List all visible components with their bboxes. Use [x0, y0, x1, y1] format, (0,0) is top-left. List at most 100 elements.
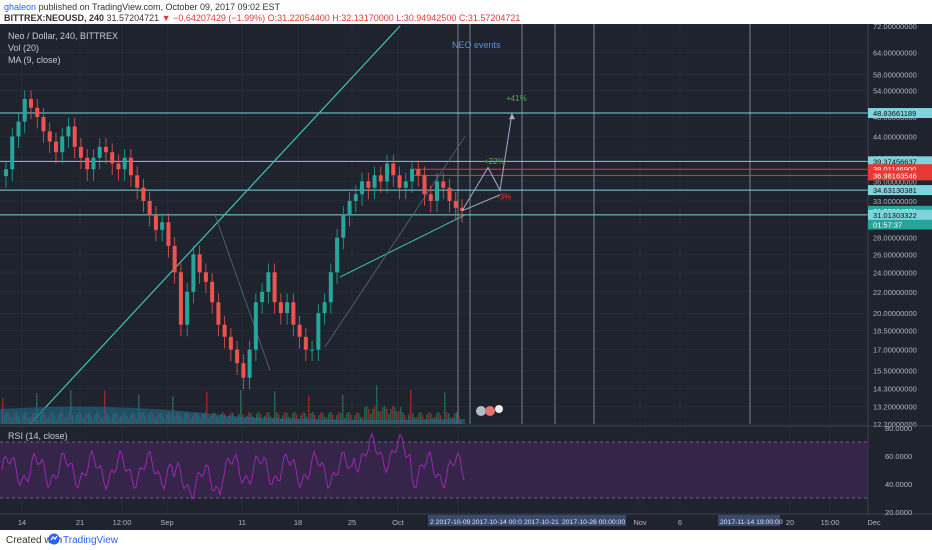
price-label-bg	[868, 185, 932, 196]
candle-body	[128, 157, 133, 176]
volume-bar	[240, 390, 242, 424]
volume-bar	[274, 391, 276, 424]
event-bubble-icon	[485, 406, 495, 416]
volume-bar	[366, 406, 368, 424]
price-axis: 72.00000000 64.00000000 58.00000000 54.0000…	[867, 24, 932, 530]
volume-bar	[388, 413, 390, 424]
grid	[0, 24, 875, 514]
volume-bar	[370, 413, 372, 424]
volume-bar	[320, 412, 322, 424]
candle-body	[85, 157, 90, 170]
symbol-ohlc-line: BITTREX:NEOUSD, 240 31.57204721 ▼ −0.642…	[4, 13, 520, 23]
x-tick-label: 21	[76, 518, 84, 527]
y-tick-label: 14.30000000	[873, 384, 917, 393]
horizontal-levels	[0, 24, 868, 424]
candle-body	[22, 98, 27, 122]
rsi-legend: RSI (14, close)	[8, 431, 68, 441]
x-tick-label: 15:00	[821, 518, 840, 527]
price-label: 31.01303322	[873, 211, 917, 220]
plus41-label: +41%	[506, 94, 527, 103]
date-label: 2 2017-10-09	[430, 519, 471, 526]
candle-body	[178, 272, 183, 325]
volume-bar	[328, 413, 330, 424]
published-text: published on TradingView.com, October 09…	[38, 2, 281, 12]
volume-bar	[454, 412, 456, 424]
projection-path	[461, 113, 513, 212]
candle-body	[16, 121, 21, 137]
volume-legend: Vol (20)	[8, 43, 40, 53]
x-tick-label: 11	[238, 518, 246, 527]
last-price: 31.57204721	[106, 13, 160, 23]
candle-body	[366, 181, 371, 188]
candle-body	[322, 302, 327, 314]
candle-body	[41, 116, 46, 132]
volume-bar	[374, 406, 376, 424]
created-with-text: Created with	[6, 535, 63, 546]
volume-bar	[376, 385, 378, 424]
volume-bar	[350, 414, 352, 424]
volume-bar	[398, 411, 400, 424]
volume-bar	[338, 412, 340, 424]
candle-body	[297, 324, 302, 337]
x-tick-label: Oct	[392, 518, 405, 527]
candle-body	[166, 222, 171, 246]
candle-body	[135, 175, 140, 188]
volume-bar	[436, 412, 438, 424]
y-tick-label: 54.00000000	[873, 86, 917, 95]
candle-body	[66, 126, 71, 137]
y-tick-label: 64.00000000	[873, 48, 917, 57]
volume-bar	[286, 412, 288, 424]
candle-body	[266, 272, 271, 292]
price-label: 39.37456637	[873, 157, 917, 166]
x-tick-label: Dec	[867, 518, 881, 527]
date-label: 2017-10-21 0(	[524, 519, 567, 526]
volume-bar	[310, 413, 312, 424]
price-chart-svg[interactable]: 72.00000000 64.00000000 58.00000000 54.0000…	[0, 24, 932, 530]
volume-bar	[408, 414, 410, 424]
chart-area[interactable]: 72.00000000 64.00000000 58.00000000 54.0000…	[0, 24, 932, 530]
price-label-bg	[868, 170, 932, 181]
candle-body	[447, 187, 452, 201]
candle-body	[310, 349, 315, 351]
tradingview-logo-icon	[48, 533, 60, 545]
volume-bar	[358, 413, 360, 424]
candle-body	[403, 181, 408, 188]
y-tick-label: 26.00000000	[873, 250, 917, 259]
volume-bar	[386, 408, 388, 424]
x-tick-label: 20	[786, 518, 794, 527]
y-tick-label: 44.00000000	[873, 132, 917, 141]
long-trendline	[29, 25, 401, 425]
down-arrow-icon: ▼	[161, 13, 171, 23]
candle-body	[91, 157, 96, 170]
candle-body	[328, 272, 333, 303]
x-tick-label: 18	[294, 518, 302, 527]
rsi-band	[0, 442, 868, 498]
channel-line	[214, 214, 271, 371]
volume-bar	[410, 390, 412, 424]
volume-bar	[356, 412, 358, 424]
volume-bar	[418, 412, 420, 424]
volume-bar	[314, 414, 316, 424]
tradingview-link[interactable]: TradingView	[63, 535, 119, 546]
candle-body	[110, 152, 115, 164]
date-label-bg	[560, 515, 626, 526]
volume-bar	[342, 395, 344, 424]
price-label: 38.01146900	[873, 165, 916, 174]
candle-body	[235, 349, 240, 364]
candle-body	[53, 141, 58, 153]
author-link[interactable]: ghaleon	[4, 2, 37, 12]
price-label: 36.98163546	[873, 171, 917, 180]
y-tick-label: 12.20000000	[873, 420, 917, 429]
candle-body	[185, 291, 190, 325]
candle-body	[391, 163, 396, 176]
candle-body	[278, 302, 283, 314]
annotations: +41% +22% -3%	[476, 94, 527, 416]
y-tick-label: 13.20000000	[873, 402, 917, 411]
projection-arrows	[461, 113, 515, 212]
rsi-line	[1, 432, 465, 501]
candle-body	[116, 163, 121, 170]
volume-bar	[444, 392, 446, 424]
candle-body	[416, 169, 421, 176]
candle-body	[160, 222, 165, 230]
volume-bar	[422, 415, 424, 424]
